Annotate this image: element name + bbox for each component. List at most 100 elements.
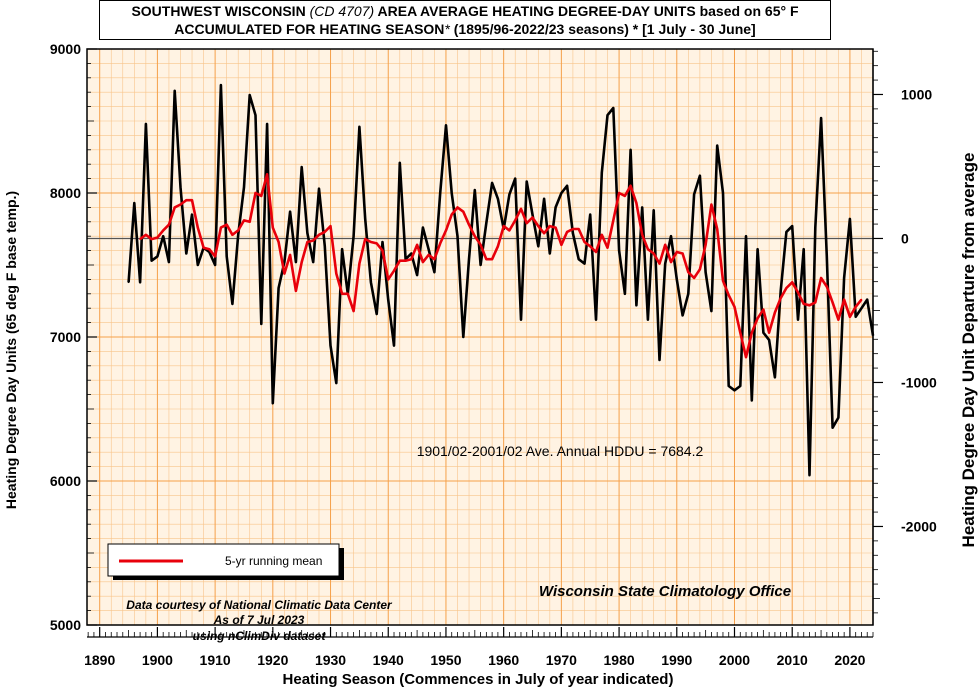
running-mean-line-point bbox=[554, 226, 557, 229]
running-mean-line-point bbox=[445, 229, 447, 232]
hddu-line-point bbox=[352, 235, 355, 237]
running-mean-line-point bbox=[179, 203, 182, 206]
hddu-line-point bbox=[468, 258, 470, 261]
running-mean-line-point bbox=[595, 251, 597, 253]
x-tick-label: 1910 bbox=[200, 652, 231, 668]
y2-tick-label: 0 bbox=[901, 230, 909, 246]
running-mean-line-point bbox=[185, 199, 188, 201]
x-tick-label: 2000 bbox=[719, 652, 750, 668]
hddu-line-point bbox=[364, 218, 366, 220]
running-mean-line-point bbox=[537, 225, 540, 227]
hddu-line-point bbox=[554, 206, 557, 209]
hddu-line-point bbox=[681, 314, 684, 317]
hddu-line-point bbox=[312, 261, 315, 263]
hddu-line-point bbox=[635, 304, 638, 307]
running-mean-line-point bbox=[381, 249, 384, 252]
title-footnote-mark: * bbox=[444, 21, 450, 37]
hddu-line-point bbox=[289, 210, 291, 213]
running-mean-line-point bbox=[491, 258, 493, 261]
hddu-line-point bbox=[595, 318, 597, 321]
running-mean-line-point bbox=[745, 356, 747, 358]
hddu-line-point bbox=[537, 245, 540, 248]
hddu-line-point bbox=[549, 252, 551, 255]
running-mean-line-point bbox=[375, 242, 378, 245]
hddu-line-point bbox=[225, 255, 228, 258]
hddu-line-point bbox=[768, 339, 770, 341]
running-mean-line-point bbox=[289, 254, 291, 256]
hddu-line-point bbox=[427, 248, 430, 250]
running-mean-line-point bbox=[751, 331, 753, 334]
running-mean-line-point bbox=[479, 244, 482, 246]
hddu-line-point bbox=[375, 313, 378, 315]
running-mean-line-point bbox=[295, 290, 297, 292]
running-mean-line-point bbox=[139, 238, 141, 240]
hddu-line-point bbox=[716, 144, 718, 147]
running-mean-line-point bbox=[220, 226, 222, 229]
hddu-line-point bbox=[866, 298, 869, 301]
hddu-line-point bbox=[358, 125, 361, 128]
running-mean-line-point bbox=[797, 291, 799, 294]
hddu-line-point bbox=[837, 416, 840, 419]
running-mean-line-point bbox=[756, 317, 759, 320]
hddu-line-point bbox=[220, 84, 222, 86]
running-mean-line-point bbox=[497, 245, 499, 248]
hddu-line-point bbox=[485, 222, 488, 225]
hddu-line-point bbox=[162, 235, 164, 237]
hddu-line-point bbox=[295, 261, 297, 263]
hddu-line-point bbox=[739, 385, 742, 387]
running-mean-line-point bbox=[364, 238, 366, 240]
hddu-line-point bbox=[814, 226, 817, 229]
title-region: SOUTHWEST WISCONSIN bbox=[131, 3, 310, 19]
hddu-line-point bbox=[150, 259, 153, 262]
x-tick-label: 1980 bbox=[604, 652, 635, 668]
running-mean-line-point bbox=[231, 233, 234, 236]
running-mean-line-point bbox=[410, 258, 413, 261]
y-tick-label: 7000 bbox=[50, 329, 81, 345]
hddu-line-point bbox=[479, 264, 482, 266]
hddu-line-point bbox=[658, 359, 661, 361]
hddu-line-point bbox=[629, 149, 632, 151]
hddu-line-point bbox=[381, 241, 384, 243]
legend-label: 5-yr running mean bbox=[225, 554, 322, 568]
running-mean-line-point bbox=[826, 285, 828, 288]
title-metric: AREA AVERAGE HEATING DEGREE-DAY UNITS ba… bbox=[374, 3, 799, 19]
chart-title: SOUTHWEST WISCONSIN (CD 4707) AREA AVERA… bbox=[99, 0, 831, 40]
hddu-line-point bbox=[422, 226, 424, 229]
y-tick-label: 9000 bbox=[50, 41, 81, 57]
hddu-line-point bbox=[808, 474, 811, 477]
x-tick-label: 1970 bbox=[546, 652, 577, 668]
running-mean-line-point bbox=[693, 277, 695, 279]
hddu-line-point bbox=[572, 232, 574, 235]
running-mean-line-point bbox=[323, 231, 326, 233]
hddu-line-point bbox=[854, 316, 857, 318]
running-mean-line-point bbox=[589, 245, 592, 248]
x-axis-label: Heating Season (Commences in July of yea… bbox=[283, 671, 674, 688]
hddu-line-point bbox=[439, 192, 441, 194]
running-mean-line-point bbox=[474, 235, 476, 237]
x-tick-label: 1950 bbox=[430, 652, 461, 668]
running-mean-line-point bbox=[237, 229, 239, 232]
hddu-line-point bbox=[751, 399, 753, 402]
hddu-line-point bbox=[826, 255, 828, 258]
hddu-line-point bbox=[329, 344, 332, 347]
running-mean-line-point bbox=[352, 310, 355, 312]
hddu-line-point bbox=[237, 233, 239, 236]
running-mean-line-point bbox=[600, 233, 603, 236]
running-mean-line-point bbox=[699, 268, 701, 271]
running-mean-line-point bbox=[612, 219, 615, 222]
running-mean-line-point bbox=[739, 331, 742, 334]
hddu-line-point bbox=[687, 293, 690, 295]
hddu-line-point bbox=[508, 193, 511, 196]
running-mean-line-point bbox=[168, 223, 170, 226]
title-line-1: SOUTHWEST WISCONSIN (CD 4707) AREA AVERA… bbox=[100, 2, 830, 20]
hddu-line-point bbox=[831, 426, 834, 429]
legend: 5-yr running mean bbox=[107, 543, 344, 580]
hddu-line-point bbox=[745, 235, 747, 237]
running-mean-line-point bbox=[145, 233, 147, 236]
running-mean-line-point bbox=[191, 199, 193, 201]
running-mean-line-point bbox=[277, 241, 280, 243]
hddu-line-point bbox=[127, 281, 130, 284]
running-mean-line-point bbox=[329, 225, 332, 227]
running-mean-line-point bbox=[843, 298, 845, 301]
